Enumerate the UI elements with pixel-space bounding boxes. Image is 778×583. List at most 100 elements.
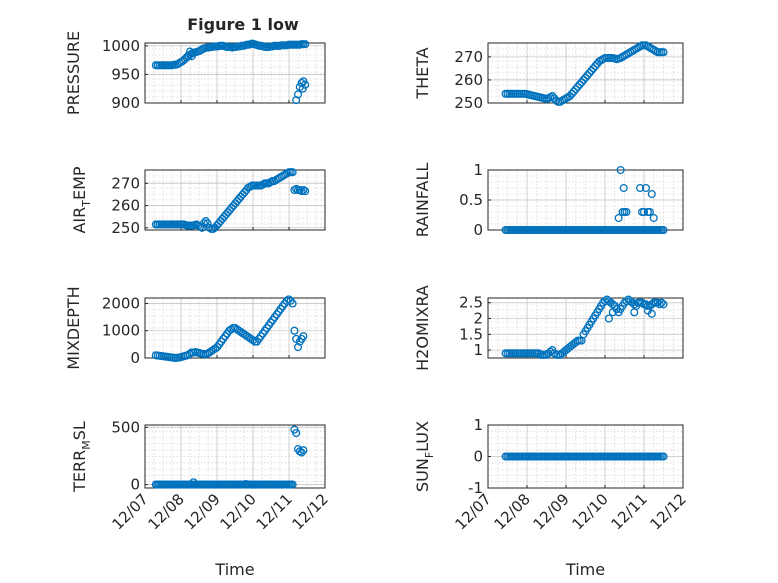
- data-point: [659, 300, 668, 309]
- data-point: [659, 48, 668, 57]
- x-tick-label: 12/12: [289, 490, 332, 533]
- data-point: [201, 217, 210, 226]
- ylabel-rainfall: RAINFALL: [413, 163, 432, 238]
- y-tick-label: 250: [111, 219, 140, 237]
- data-point: [614, 213, 623, 223]
- data-point: [293, 90, 303, 99]
- y-tick-label: 0: [130, 476, 140, 494]
- data-point: [567, 89, 576, 98]
- y-tick-label: 500: [111, 418, 140, 436]
- data-point: [647, 189, 656, 199]
- axes-rainfall: 0 0.5 1 RAINFALL: [413, 161, 684, 239]
- y-tick-label: 1: [473, 341, 483, 359]
- ylabel-mixdepth: MIXDEPTH: [64, 286, 83, 369]
- data-point: [647, 309, 656, 318]
- data-point: [199, 219, 208, 228]
- y-tick-label: 950: [111, 65, 140, 83]
- data-point: [290, 326, 299, 335]
- data-point: [571, 85, 580, 94]
- data-point: [639, 207, 649, 217]
- data-point: [288, 299, 297, 308]
- x-tick-label: 12/10: [569, 490, 612, 533]
- y-tick-label: 1000: [102, 322, 140, 340]
- y-tick-label: 0: [473, 221, 483, 239]
- ylabel-pressure: PRESSURE: [64, 31, 83, 115]
- grid-rainfall: [487, 169, 684, 231]
- x-tick-label: 12/09: [181, 490, 224, 533]
- x-tick-label: 12/12: [647, 490, 690, 533]
- data-point: [299, 446, 308, 455]
- data-point: [301, 40, 310, 49]
- data-point: [288, 168, 297, 177]
- y-tick-label: 270: [111, 174, 140, 192]
- data-point: [573, 82, 582, 91]
- data-point: [241, 479, 250, 489]
- axis-box-mixdepth: [144, 297, 326, 359]
- axes-h2omixra: 11.522.5 H2OMIXRA: [413, 285, 684, 371]
- xlabel-terr_msl: Time: [214, 560, 254, 579]
- data-point: [298, 84, 307, 93]
- x-tick-label: 12/08: [491, 490, 534, 533]
- data-point: [619, 183, 628, 193]
- series-theta: [501, 41, 668, 106]
- y-tick-label: 0: [473, 448, 483, 466]
- series-mixdepth: [151, 295, 308, 363]
- x-tick-label: 12/11: [253, 490, 296, 533]
- y-tick-label: 900: [111, 94, 140, 112]
- series-pressure: [151, 39, 310, 105]
- y-tick-label: 0.5: [459, 191, 483, 209]
- y-tick-label: 250: [454, 94, 483, 112]
- data-point: [581, 73, 590, 82]
- data-point: [297, 448, 306, 457]
- data-point: [657, 298, 666, 307]
- y-tick-label: 260: [454, 71, 483, 89]
- y-tick-label: 1000: [102, 37, 140, 55]
- series-rainfall: [501, 165, 668, 235]
- data-point: [185, 47, 195, 56]
- data-point: [630, 308, 639, 317]
- data-point: [645, 207, 654, 217]
- data-point: [612, 305, 621, 314]
- grid-mixdepth: [144, 298, 326, 359]
- data-point: [301, 80, 310, 89]
- ylabel-terr_msl: TERRMSL: [70, 421, 93, 493]
- figure-title: Figure 1 low: [187, 15, 299, 34]
- y-tick-label: 2: [473, 310, 483, 328]
- data-point: [299, 332, 308, 341]
- axes-air_temp: 250 260 270 AIRTEMP: [70, 166, 326, 237]
- data-point: [585, 68, 594, 78]
- data-point: [655, 300, 664, 309]
- x-tick-label: 12/11: [608, 490, 651, 533]
- grid-terr_msl: [144, 425, 326, 488]
- data-point: [649, 213, 658, 223]
- series-h2omixra: [501, 295, 668, 359]
- y-tick-label: 1: [473, 161, 483, 179]
- series-terr_msl: [151, 425, 308, 489]
- x-tick-label: 12/09: [530, 490, 573, 533]
- ylabel-h2omixra: H2OMIXRA: [413, 285, 432, 371]
- data-point: [659, 225, 668, 235]
- data-point: [184, 51, 193, 60]
- data-point: [548, 92, 557, 101]
- data-point: [565, 92, 574, 101]
- data-point: [659, 452, 668, 461]
- y-tick-label: -1: [468, 479, 483, 497]
- data-point: [569, 87, 578, 96]
- data-point: [583, 71, 592, 80]
- data-point: [608, 300, 617, 309]
- y-tick-label: 2000: [102, 294, 140, 312]
- x-tick-label: 12/10: [217, 490, 260, 533]
- grid-pressure: [144, 43, 326, 104]
- series-air_temp: [151, 168, 310, 233]
- data-point: [587, 66, 596, 75]
- data-point: [604, 314, 613, 323]
- data-point: [636, 183, 645, 193]
- axis-box-air_temp: [144, 169, 326, 231]
- axes-sun_flux: -101SUNFLUX12/0712/0812/0912/1012/1112/1…: [413, 416, 690, 579]
- y-tick-label: 2.5: [459, 294, 483, 312]
- x-tick-label: 12/07: [109, 490, 152, 533]
- axes-terr_msl: 0 500 TERRMSL 12/0712/0812/0912/1012/1112/1…: [70, 418, 332, 579]
- data-point: [203, 219, 212, 228]
